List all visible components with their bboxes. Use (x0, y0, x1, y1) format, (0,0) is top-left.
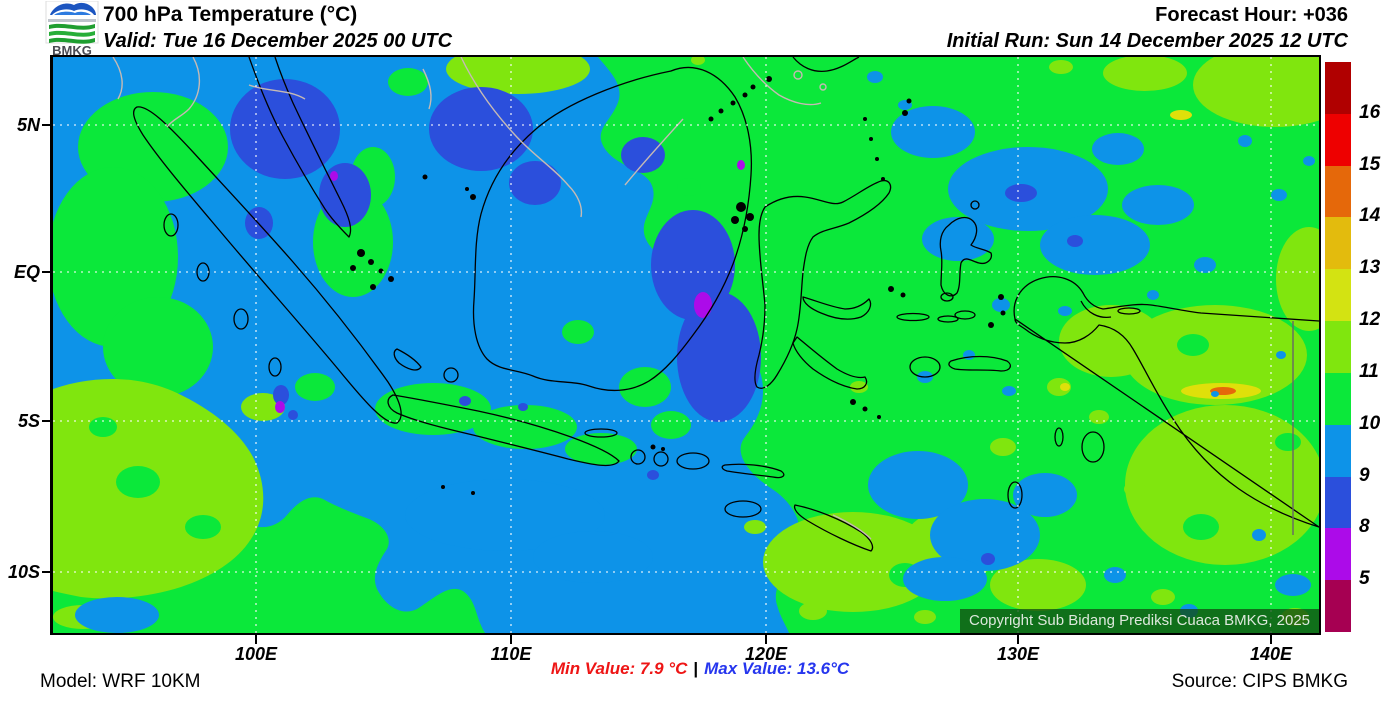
valid-time: Valid: Tue 16 December 2025 00 UTC (103, 30, 453, 52)
temperature-field-map (53, 57, 1319, 633)
lon-label: 140E (1249, 644, 1293, 664)
source-label: Source: CIPS BMKG (1171, 671, 1348, 692)
colorbar-segment (1325, 580, 1351, 632)
colorbar-tick-label: 14 (1359, 205, 1381, 227)
lon-tick (510, 635, 512, 644)
lat-label: 5S (17, 411, 40, 431)
header: BMKG 700 hPa Temperature (°C) Valid: Tue… (0, 0, 1400, 57)
lat-label: 10S (7, 562, 40, 582)
model-label: Model: WRF 10KM (40, 671, 201, 692)
lon-label: 110E (490, 644, 532, 664)
copyright-watermark: Copyright Sub Bidang Prediksi Cuaca BMKG… (959, 609, 1319, 633)
page-title: 700 hPa Temperature (°C) (103, 3, 358, 26)
minmax-divider: | (693, 659, 699, 678)
colorbar-tick-label: 10 (1359, 412, 1381, 434)
field-green-holes (53, 68, 741, 465)
lat-tick (42, 571, 50, 573)
initial-run: Initial Run: Sun 14 December 2025 12 UTC (946, 30, 1348, 52)
island-clusters (350, 76, 1006, 495)
colorbar-tick-label: 9 (1359, 464, 1370, 486)
minmax-values: Min Value: 7.9 °C | Max Value: 13.6°C (551, 659, 849, 679)
colorbar-tick-label: 12 (1359, 309, 1381, 331)
colorbar-segment (1325, 165, 1351, 218)
colorbar-segment (1325, 217, 1351, 270)
lat-label: 5N (16, 115, 40, 135)
colorbar-tick-label: 13 (1359, 257, 1381, 279)
lat-label: EQ (13, 262, 40, 282)
lat-tick (42, 124, 50, 126)
colorbar-segment (1325, 372, 1351, 425)
lon-label: 120E (744, 644, 788, 664)
colorbar-tick-label: 8 (1359, 516, 1370, 538)
colorbar-segment (1325, 269, 1351, 322)
gridlines (53, 57, 1319, 633)
lon-tick (765, 635, 767, 644)
colorbar-segment (1325, 528, 1351, 581)
lon-label: 130E (996, 644, 1040, 664)
colorbar-segment (1325, 62, 1351, 114)
colorbar-tick-label: 15 (1359, 153, 1381, 175)
lon-tick (1270, 635, 1272, 644)
coastlines (132, 57, 1319, 552)
bmkg-logo-icon: BMKG (45, 1, 99, 56)
colorbar-segment (1325, 113, 1351, 166)
lon-label: 100E (234, 644, 278, 664)
lon-tick (1017, 635, 1019, 644)
lon-tick (255, 635, 257, 644)
svg-text:BMKG: BMKG (52, 43, 92, 56)
forecast-hour: Forecast Hour: +036 (1155, 4, 1348, 26)
colorbar-segment (1325, 476, 1351, 529)
min-value: Min Value: 7.9 °C (550, 659, 688, 678)
colorbar-tick-label: 11 (1359, 360, 1379, 382)
colorbar-tick-label: 5 (1359, 568, 1370, 590)
colorbar (1325, 62, 1351, 632)
lat-tick (42, 420, 50, 422)
colorbar-tick-label: 16 (1359, 101, 1381, 123)
field-green-holes-east (89, 334, 1301, 587)
colorbar-segment (1325, 424, 1351, 477)
max-value: Max Value: 13.6°C (704, 659, 850, 678)
colorbar-segment (1325, 321, 1351, 373)
forecast-map: Copyright Sub Bidang Prediksi Cuaca BMKG… (50, 55, 1321, 635)
lat-tick (42, 271, 50, 273)
field-violet (275, 160, 745, 413)
